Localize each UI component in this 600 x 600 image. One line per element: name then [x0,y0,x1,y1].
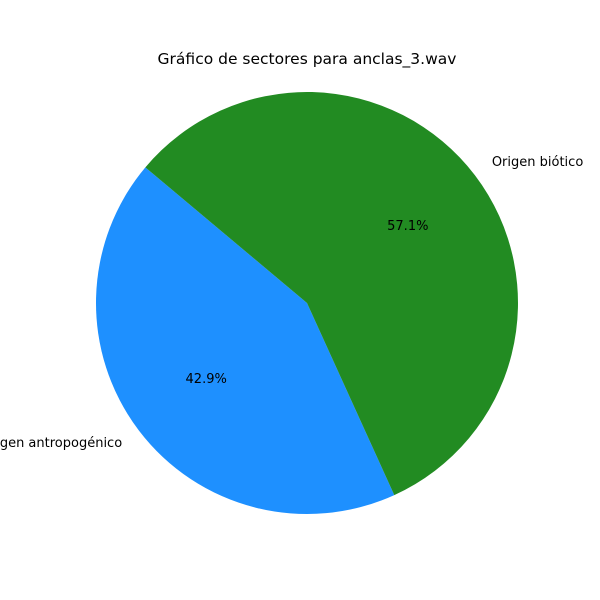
pie-category-label: Origen antropogénico [0,436,122,451]
chart-title: Gráfico de sectores para anclas_3.wav [158,50,457,69]
pie-labels: 42.9% Origen antropogénico 57.1% Origen bió… [0,155,583,451]
pie-percent-label: 42.9% [186,372,227,387]
pie-percent-label: 57.1% [387,219,428,234]
pie-category-label: Origen biótico [492,155,583,170]
pie-slice-origen-biotico [145,91,518,496]
pie-slice-origen-antropogenico [95,167,395,514]
pie-slices [95,91,518,514]
